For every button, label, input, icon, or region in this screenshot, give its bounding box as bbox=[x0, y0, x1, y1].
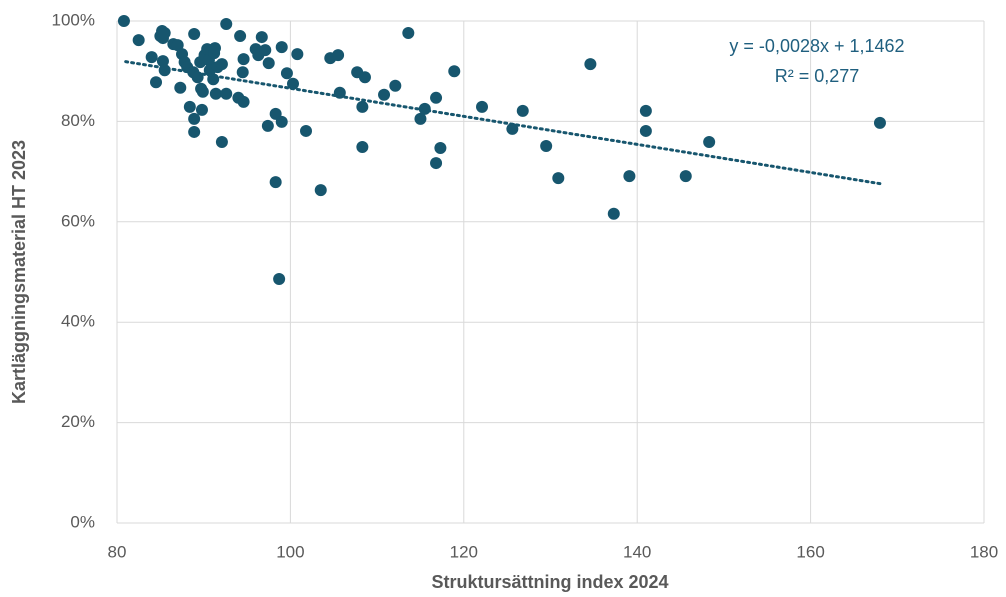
point bbox=[506, 122, 519, 135]
point bbox=[262, 57, 275, 70]
y-tick-label: 40% bbox=[61, 312, 95, 331]
point bbox=[430, 157, 443, 170]
point bbox=[300, 124, 313, 137]
point bbox=[188, 125, 201, 138]
point bbox=[639, 104, 652, 117]
x-tick-label: 160 bbox=[796, 542, 824, 561]
point bbox=[183, 100, 196, 113]
point bbox=[679, 170, 692, 183]
point bbox=[378, 88, 391, 101]
x-axis-title: Struktursättning index 2024 bbox=[431, 572, 668, 592]
point bbox=[195, 103, 208, 116]
point bbox=[516, 104, 529, 117]
y-tick-label: 0% bbox=[70, 512, 95, 531]
point bbox=[332, 49, 345, 62]
point bbox=[132, 34, 145, 47]
x-tick-label: 140 bbox=[623, 542, 651, 561]
point bbox=[215, 135, 228, 148]
y-tick-label: 100% bbox=[52, 10, 95, 29]
point bbox=[191, 71, 204, 84]
point bbox=[275, 115, 288, 128]
point bbox=[356, 141, 369, 154]
point bbox=[639, 124, 652, 137]
point bbox=[215, 58, 228, 71]
point bbox=[434, 142, 447, 155]
y-axis-title: Kartläggningsmaterial HT 2023 bbox=[9, 140, 29, 404]
point bbox=[255, 31, 268, 44]
point bbox=[188, 28, 201, 41]
x-tick-label: 100 bbox=[276, 542, 304, 561]
point bbox=[236, 66, 249, 79]
point bbox=[145, 51, 158, 64]
point bbox=[261, 119, 274, 132]
point bbox=[389, 79, 402, 92]
y-tick-label: 20% bbox=[61, 412, 95, 431]
point bbox=[584, 58, 597, 71]
point bbox=[156, 55, 169, 68]
point bbox=[291, 48, 304, 61]
point bbox=[552, 172, 565, 185]
point bbox=[607, 207, 620, 220]
x-tick-label: 180 bbox=[970, 542, 998, 561]
point bbox=[873, 116, 886, 129]
point bbox=[209, 87, 222, 100]
y-tick-label: 60% bbox=[61, 211, 95, 230]
point bbox=[358, 71, 371, 84]
point bbox=[287, 77, 300, 90]
point bbox=[171, 39, 184, 52]
y-tick-label: 80% bbox=[61, 111, 95, 130]
trendline-r2: R² = 0,277 bbox=[775, 66, 860, 86]
point bbox=[703, 135, 716, 148]
point bbox=[196, 85, 209, 98]
point bbox=[220, 18, 233, 31]
point bbox=[174, 81, 187, 94]
point bbox=[158, 27, 171, 40]
x-tick-label: 80 bbox=[108, 542, 127, 561]
point bbox=[188, 112, 201, 125]
trendline bbox=[124, 60, 882, 186]
x-tick-label: 120 bbox=[450, 542, 478, 561]
point bbox=[540, 139, 553, 152]
point bbox=[333, 86, 346, 99]
point bbox=[280, 67, 293, 80]
trendline-equation: y = -0,0028x + 1,1462 bbox=[729, 36, 904, 56]
point bbox=[158, 64, 171, 77]
point bbox=[314, 184, 327, 197]
point bbox=[476, 100, 489, 113]
point bbox=[273, 273, 286, 286]
point bbox=[430, 91, 443, 104]
point bbox=[208, 42, 221, 55]
point bbox=[220, 87, 233, 100]
point bbox=[259, 44, 272, 57]
point bbox=[269, 176, 282, 189]
point bbox=[234, 30, 247, 43]
point bbox=[414, 112, 427, 125]
point bbox=[117, 15, 130, 27]
point bbox=[237, 95, 250, 108]
point bbox=[623, 170, 636, 183]
point bbox=[356, 100, 369, 113]
point bbox=[448, 65, 461, 78]
point bbox=[275, 41, 288, 54]
point bbox=[402, 27, 415, 40]
point bbox=[237, 53, 250, 66]
point bbox=[150, 76, 163, 89]
